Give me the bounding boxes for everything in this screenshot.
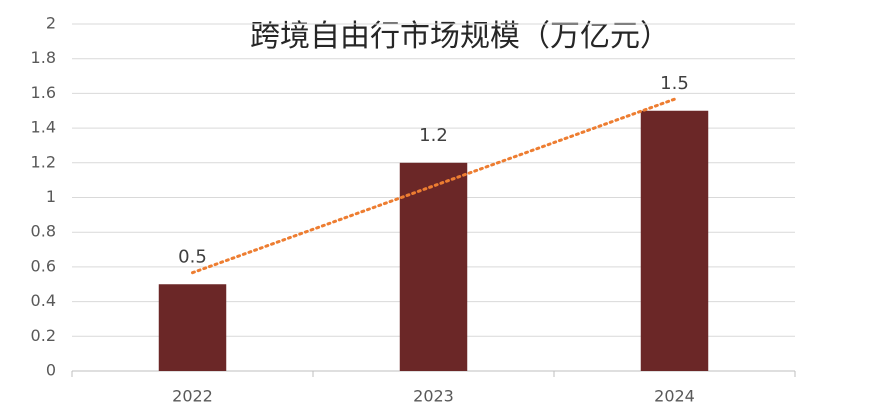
data-label: 0.5 [178,246,207,267]
y-tick-label: 1.2 [31,152,56,171]
y-tick-label: 1.8 [31,48,56,67]
y-tick-label: 1.6 [31,83,56,102]
x-tick-label: 2022 [172,387,213,406]
trendline [191,97,676,275]
data-label: 1.2 [419,125,448,146]
y-tick-label: 0.8 [31,222,56,241]
y-tick-label: 0.6 [31,256,56,275]
y-tick-label: 1 [46,187,56,206]
y-tick-label: 2 [46,14,56,33]
data-label: 1.5 [660,73,689,94]
chart-title: 跨境自由行市场规模（万亿元） [250,19,670,54]
y-tick-label: 0.2 [31,326,56,345]
bar [640,110,709,371]
y-tick-label: 0.4 [31,291,56,310]
bar [158,284,227,371]
bar [399,162,468,371]
y-tick-label: 1.4 [31,118,56,137]
x-tick-label: 2024 [654,387,695,406]
x-tick-label: 2023 [413,387,454,406]
y-tick-label: 0 [46,361,56,380]
